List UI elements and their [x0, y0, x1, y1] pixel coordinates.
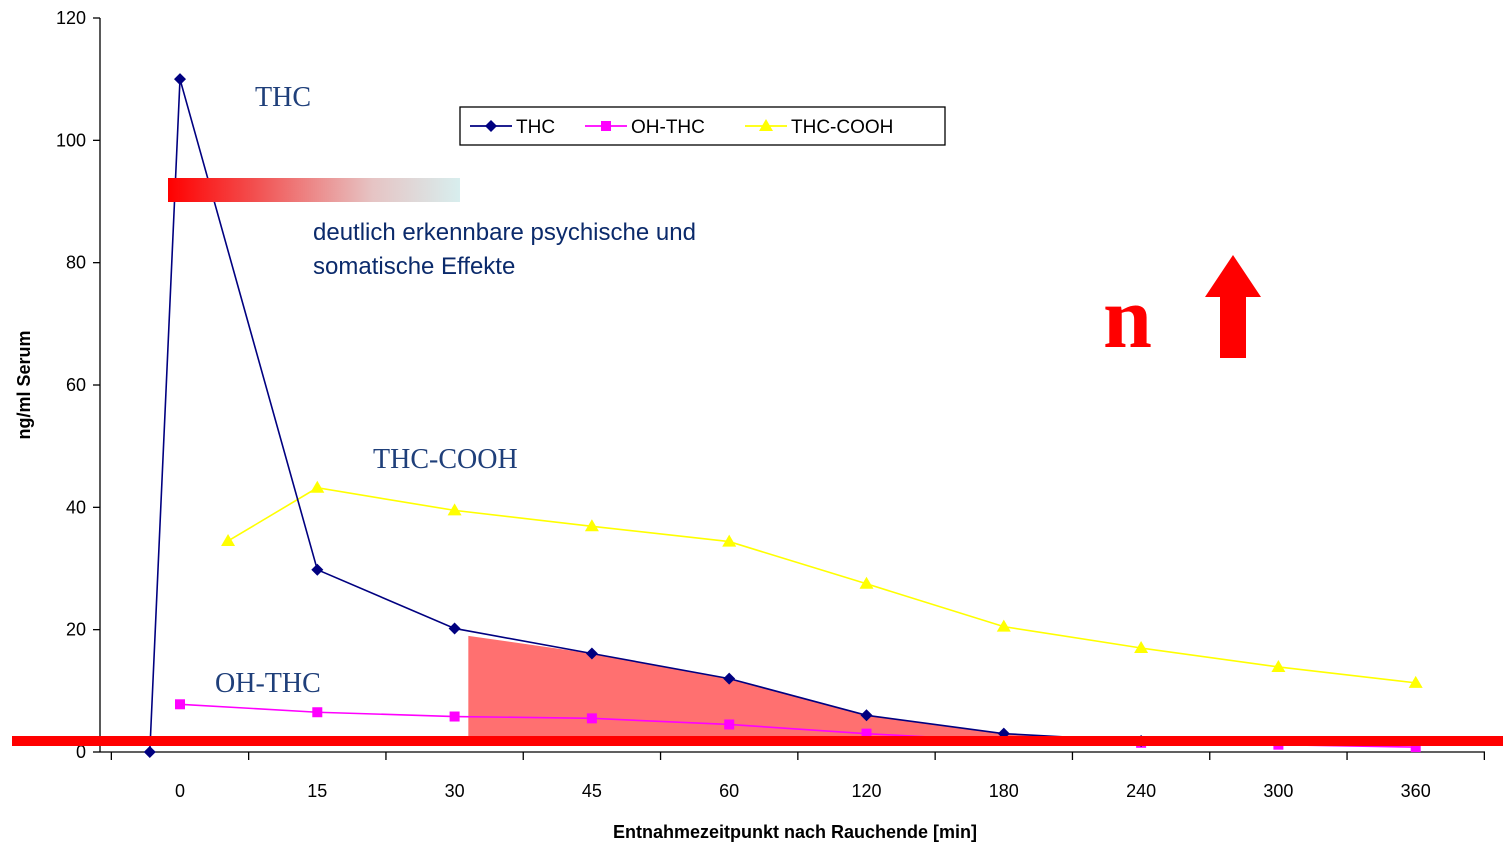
data-point: [175, 699, 185, 710]
legend-label: OH-THC: [631, 117, 705, 138]
data-point: [1410, 742, 1421, 753]
legend-marker: [601, 121, 611, 131]
legend-item: THC: [470, 117, 555, 138]
series-line: [227, 486, 1416, 684]
legend: THC OH-THC THC-COOH: [459, 106, 946, 146]
data-point: [859, 576, 874, 589]
data-point: [584, 519, 599, 532]
y-tick-label: 80: [66, 253, 86, 273]
data-point: [143, 746, 156, 758]
data-point: [310, 480, 325, 493]
data-point: [724, 719, 735, 730]
x-tick-label: 15: [307, 781, 327, 801]
data-point: [1134, 641, 1149, 654]
legend-marker: [485, 120, 497, 132]
data-point: [221, 533, 236, 546]
x-tick-label: 120: [851, 781, 881, 801]
legend-item: THC-COOH: [745, 117, 893, 138]
data-point: [311, 563, 324, 576]
data-point: [586, 713, 597, 724]
thc-cooh-annotation: THC-COOH: [373, 444, 518, 475]
series-thc: [143, 73, 1148, 758]
x-tick-label: 180: [989, 781, 1019, 801]
y-axis-title: ng/ml Serum: [14, 330, 34, 439]
shaded-area: [468, 635, 1059, 746]
data-point: [1271, 659, 1286, 672]
legend-box: [459, 106, 946, 146]
y-tick-label: 60: [66, 375, 86, 395]
x-tick-label: 240: [1126, 781, 1156, 801]
oh-thc-annotation: OH-THC: [215, 668, 321, 699]
legend-label: THC-COOH: [791, 117, 893, 138]
x-tick-label: 60: [719, 781, 739, 801]
data-point: [449, 711, 460, 722]
x-tick-label: 45: [582, 781, 602, 801]
up-arrow-icon: [1205, 255, 1261, 358]
y-tick-label: 0: [76, 742, 86, 762]
data-point: [174, 73, 186, 86]
x-tick-label: 300: [1263, 781, 1293, 801]
x-tick-label: 0: [175, 781, 185, 801]
data-point: [996, 619, 1011, 632]
legend-marker: [759, 119, 773, 131]
x-tick-label: 360: [1401, 781, 1431, 801]
data-point: [722, 534, 737, 547]
data-point: [723, 672, 736, 685]
y-tick-label: 100: [56, 130, 86, 150]
big-n-letter: n: [1103, 270, 1152, 367]
data-point: [860, 709, 873, 722]
x-tick-label: 30: [445, 781, 465, 801]
series-thc-cooh: [221, 480, 1423, 688]
data-point: [448, 622, 461, 635]
data-point: [1408, 675, 1423, 688]
data-point: [861, 728, 872, 739]
legend-label: THC: [516, 117, 555, 138]
y-tick-label: 40: [66, 497, 86, 517]
legend-item: OH-THC: [585, 117, 705, 138]
effects-note-line2: somatische Effekte: [313, 253, 515, 280]
effects-note-line1: deutlich erkennbare psychische und: [313, 219, 696, 246]
data-point: [585, 647, 598, 660]
y-tick-label: 120: [56, 8, 86, 28]
data-point: [312, 707, 323, 718]
y-tick-label: 20: [66, 620, 86, 640]
data-point: [447, 503, 462, 516]
effects-gradient-bar: [168, 178, 460, 202]
x-axis-title: Entnahmezeitpunkt nach Rauchende [min]: [613, 822, 977, 842]
thc-annotation: THC: [255, 82, 311, 113]
